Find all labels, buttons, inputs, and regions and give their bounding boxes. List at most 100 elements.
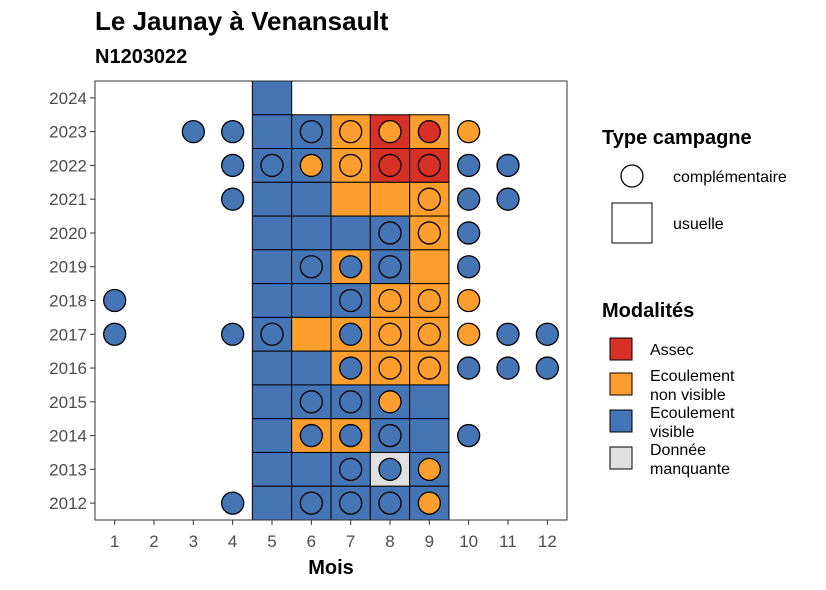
point-2018-7 <box>339 288 363 313</box>
legend-label-line: Ecoulement <box>650 405 735 422</box>
point-2016-9 <box>417 356 441 380</box>
legend-key-donnée-manquante <box>609 446 633 470</box>
legend-type-campagne: Type campagne complémentaire usuelle <box>602 127 787 244</box>
point-2022-4 <box>221 153 245 178</box>
point-2015-7 <box>339 390 363 414</box>
legend-key-ecoulement-non-visible <box>609 372 633 396</box>
y-tick-label: 2020 <box>49 224 87 243</box>
legend-key-ecoulement-visible <box>609 409 633 433</box>
point-2020-9 <box>417 221 441 245</box>
x-axis-title: Mois <box>308 557 354 579</box>
point-2022-10 <box>457 153 481 178</box>
tile-2013-5 <box>251 451 293 487</box>
x-tick-label: 9 <box>425 532 434 551</box>
chart-subtitle: N1203022 <box>95 46 188 68</box>
legend-label-donnée-manquante: Donnée manquante <box>650 442 730 478</box>
tile-2018-6 <box>291 283 332 318</box>
point-2016-7 <box>339 356 363 380</box>
point-2021-10 <box>457 187 481 211</box>
legend-label-ecoulement-visible: Ecoulement visible <box>650 405 735 441</box>
x-tick-label: 1 <box>110 532 119 551</box>
point-2014-7 <box>339 423 363 448</box>
y-tick-label: 2024 <box>49 89 87 108</box>
legend-type-title: Type campagne <box>602 127 752 149</box>
point-2018-10 <box>457 288 481 313</box>
point-2013-7 <box>339 457 363 481</box>
legend-label-ecoulement-non-visible: Ecoulement non visible <box>650 368 735 404</box>
y-tick-label: 2019 <box>49 258 87 277</box>
legend-label-complementaire: complémentaire <box>673 169 787 186</box>
legend-key-assec <box>609 337 633 361</box>
plot-panel <box>94 80 568 521</box>
point-2019-8 <box>378 255 402 279</box>
point-2017-1 <box>103 322 127 346</box>
legend-modalites-title: Modalités <box>602 300 694 322</box>
point-2023-7 <box>339 120 363 144</box>
tile-2023-5 <box>251 114 293 150</box>
point-2018-8 <box>378 288 402 313</box>
point-2018-1 <box>103 288 127 313</box>
y-tick-label: 2016 <box>49 359 87 378</box>
x-tick-label: 2 <box>149 532 158 551</box>
point-2017-8 <box>378 322 402 346</box>
x-tick-label: 12 <box>538 532 557 551</box>
legend-label-assec: Assec <box>650 342 694 359</box>
point-2023-3 <box>181 120 205 144</box>
point-2017-9 <box>417 322 441 346</box>
chart-title: Le Jaunay à Venansault <box>95 6 389 36</box>
point-2013-9 <box>417 457 441 481</box>
tile-2019-9 <box>409 249 450 285</box>
point-2022-7 <box>339 153 363 178</box>
point-2023-9 <box>417 120 441 144</box>
y-tick-label: 2021 <box>49 190 87 209</box>
legend-key-square <box>611 202 653 244</box>
legend-key-circle <box>620 164 644 188</box>
x-tick-label: 3 <box>189 532 198 551</box>
x-tick-label: 6 <box>307 532 316 551</box>
point-2019-10 <box>457 255 481 279</box>
point-2016-8 <box>378 356 402 380</box>
point-2014-8 <box>378 423 402 448</box>
tile-2016-5 <box>251 350 293 386</box>
y-tick-label: 2013 <box>49 460 87 479</box>
x-tick-label: 8 <box>385 532 394 551</box>
point-2017-4 <box>221 322 245 346</box>
x-tick-label: 7 <box>346 532 355 551</box>
y-axis: 2012 2013 2014 2015 2016 2017 2018 2019 2020 2021… <box>49 89 95 513</box>
point-2017-10 <box>457 322 481 346</box>
point-2012-4 <box>221 491 245 515</box>
tile-2020-7 <box>330 215 371 251</box>
point-2022-5 <box>260 153 284 178</box>
tile-2012-5 <box>251 485 293 521</box>
point-2012-9 <box>417 491 441 515</box>
tile-2021-5 <box>251 181 293 217</box>
point-2018-9 <box>417 288 441 313</box>
y-tick-label: 2023 <box>49 123 87 142</box>
point-2014-6 <box>299 423 323 448</box>
point-2012-7 <box>339 491 363 515</box>
tile-2021-8 <box>369 181 411 217</box>
tile-2021-7 <box>330 181 371 217</box>
point-2023-8 <box>378 120 402 144</box>
point-2022-6 <box>299 153 323 178</box>
legend-label-line: visible <box>650 424 695 441</box>
point-2022-9 <box>417 153 441 178</box>
point-2015-8 <box>378 390 402 414</box>
point-2017-11 <box>496 322 520 346</box>
legend-label-line: Ecoulement <box>650 368 735 385</box>
tile-2018-5 <box>251 283 293 318</box>
legend-label-line: manquante <box>650 461 730 478</box>
x-tick-label: 4 <box>228 532 237 551</box>
point-2021-11 <box>496 187 520 211</box>
tile-2020-6 <box>291 215 332 251</box>
point-2022-11 <box>496 153 520 178</box>
tile-2014-5 <box>251 418 293 453</box>
tile-2019-5 <box>251 249 293 285</box>
point-2023-4 <box>221 120 245 144</box>
y-tick-label: 2022 <box>49 156 87 175</box>
x-tick-label: 5 <box>267 532 276 551</box>
point-2019-7 <box>339 255 363 279</box>
point-2020-8 <box>378 221 402 245</box>
y-tick-label: 2017 <box>49 325 87 344</box>
